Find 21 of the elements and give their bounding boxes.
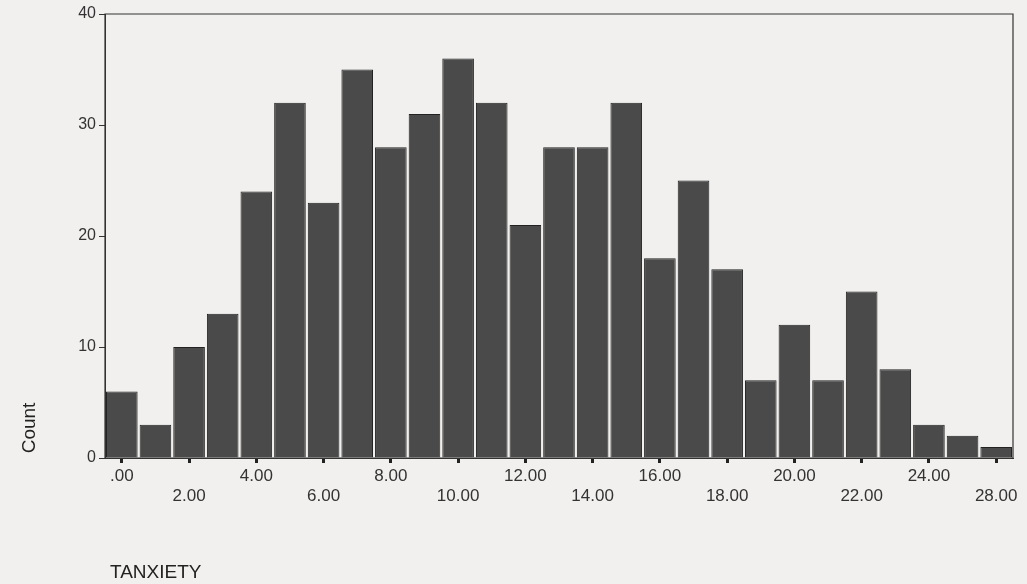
x-tick-label: 22.00 (840, 486, 883, 506)
y-tick-label: 20 (78, 226, 97, 244)
y-tick-label: 0 (87, 448, 97, 466)
x-tick-label: 18.00 (705, 486, 749, 506)
y-axis-title: Count (18, 401, 40, 454)
y-tick-label: 30 (78, 115, 97, 133)
x-tick-label: .00 (109, 465, 134, 485)
x-tick-label: 4.00 (239, 465, 273, 485)
x-tick-label: 28.00 (974, 486, 1018, 506)
x-tick-label: 24.00 (907, 465, 951, 485)
x-axis-title: TANXIETY (110, 561, 202, 582)
x-tick-label: 12.00 (504, 465, 547, 485)
x-tick-label: 8.00 (374, 465, 408, 485)
x-tick-label: 2.00 (172, 486, 206, 506)
x-tick-label: 16.00 (638, 465, 682, 485)
x-tick-label: 6.00 (307, 486, 341, 506)
x-tick-label: 10.00 (436, 486, 480, 506)
x-tick-label: 14.00 (571, 486, 614, 506)
y-tick-label: 10 (78, 337, 97, 355)
x-tick-label: 20.00 (773, 465, 816, 485)
y-tick-label: 40 (78, 4, 97, 22)
